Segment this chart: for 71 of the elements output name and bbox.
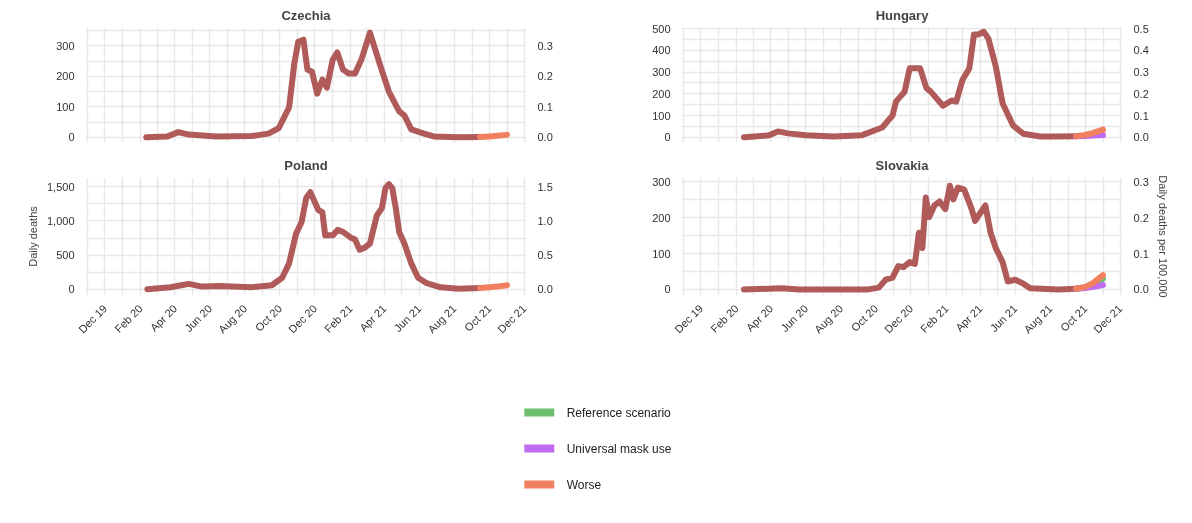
x-tick-label: Dec 19 (76, 302, 110, 336)
y2-tick-label: 0.2 (1133, 87, 1149, 100)
y2-tick-label: 0.2 (1133, 211, 1149, 224)
y2-tick-label: 0.3 (1133, 66, 1149, 79)
x-tick-label: Apr 21 (357, 302, 389, 334)
x-tick-label: Jun 20 (778, 302, 811, 335)
y2-tick-label: 0.3 (1133, 175, 1149, 188)
y2-tick-label: 0.5 (537, 249, 553, 262)
x-tick-label: Apr 21 (953, 302, 985, 334)
y-tick-label: 300 (56, 39, 75, 52)
y2-tick-label: 0.1 (537, 100, 553, 113)
x-tick-label: Oct 20 (848, 302, 881, 334)
y-tick-label: 100 (652, 109, 671, 122)
y-tick-label: 0 (664, 283, 671, 296)
y2-tick-label: 0.2 (537, 70, 553, 83)
x-tick-label: Dec 21 (495, 302, 529, 336)
y-tick-label: 200 (652, 211, 671, 224)
x-tick-label: Jun 21 (987, 302, 1020, 335)
y-tick-label: 400 (652, 44, 671, 57)
chart-title: Poland (284, 157, 328, 173)
x-tick-label: Aug 20 (216, 302, 250, 336)
chart-title: Hungary (875, 7, 930, 23)
y2-tick-label: 0.0 (1133, 283, 1149, 296)
legend-label: Universal mask use (566, 441, 672, 456)
y2-tick-label: 0.4 (1133, 44, 1149, 57)
y-axis-title: Daily deaths (26, 205, 39, 267)
y-tick-label: 500 (652, 22, 671, 35)
x-tick-label: Aug 21 (425, 302, 459, 336)
legend-label: Worse (566, 477, 602, 492)
y2-tick-label: 0.3 (537, 39, 553, 52)
x-tick-label: Oct 20 (252, 302, 285, 334)
chart-title: Slovakia (875, 157, 930, 173)
x-tick-label: Aug 21 (1021, 302, 1055, 336)
y-tick-label: 1,500 (46, 180, 75, 193)
x-tick-label: Feb 20 (112, 302, 145, 335)
x-tick-label: Aug 20 (812, 302, 846, 336)
x-tick-label: Feb 21 (917, 302, 951, 335)
x-tick-label: Apr 20 (147, 302, 180, 334)
y-tick-label: 200 (652, 87, 671, 100)
x-tick-label: Dec 20 (285, 302, 320, 336)
y2-tick-label: 1.0 (537, 214, 553, 227)
x-tick-label: Dec 20 (881, 302, 916, 336)
y2-tick-label: 0.1 (1133, 247, 1149, 260)
y-tick-label: 300 (652, 175, 671, 188)
x-tick-label: Oct 21 (1058, 302, 1090, 334)
y-tick-label: 100 (652, 247, 671, 260)
x-tick-label: Apr 20 (743, 302, 776, 334)
y2-tick-label: 0.5 (1133, 22, 1149, 35)
x-tick-label: Jun 20 (182, 302, 215, 335)
y2-axis-title: Daily deaths per 100,000 (1156, 175, 1169, 298)
y2-tick-label: 0.1 (1133, 109, 1149, 122)
y-tick-label: 0 (68, 131, 75, 144)
y2-tick-label: 0.0 (537, 131, 553, 144)
x-tick-label: Oct 21 (462, 302, 494, 334)
y2-tick-label: 0.0 (1133, 131, 1149, 144)
y2-tick-label: 0.0 (537, 283, 553, 296)
y-tick-label: 500 (56, 249, 75, 262)
y-tick-label: 200 (56, 70, 75, 83)
y-tick-label: 1,000 (46, 214, 75, 227)
y2-tick-label: 1.5 (537, 180, 553, 193)
x-tick-label: Dec 19 (672, 302, 706, 336)
y-tick-label: 300 (652, 66, 671, 79)
y-tick-label: 0 (664, 131, 671, 144)
chart-title: Czechia (281, 7, 332, 23)
legend-label: Reference scenario (566, 405, 672, 420)
x-tick-label: Dec 21 (1091, 302, 1125, 336)
y-tick-label: 100 (56, 100, 75, 113)
x-tick-label: Feb 21 (321, 302, 355, 335)
x-tick-label: Feb 20 (708, 302, 741, 335)
x-tick-label: Jun 21 (391, 302, 424, 335)
y-tick-label: 0 (68, 283, 75, 296)
